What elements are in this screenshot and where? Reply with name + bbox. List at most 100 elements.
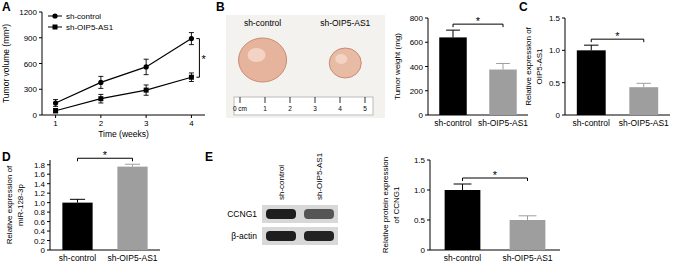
- bar: [117, 167, 147, 250]
- y-tick-label: 1.0: [414, 186, 426, 195]
- ruler-tick: [340, 97, 341, 103]
- y-tick-label: 0.8: [34, 208, 46, 217]
- y-tick: [427, 250, 430, 251]
- photo-label: sh-control: [244, 18, 281, 28]
- y-tick-label: 900: [24, 34, 38, 43]
- y-tick: [47, 240, 50, 241]
- ruler-tick: [240, 97, 241, 103]
- y-label: of CCNG1: [392, 186, 401, 223]
- legend-label: sh-control: [66, 12, 101, 21]
- y-tick: [427, 220, 430, 221]
- photo-background: [226, 15, 385, 118]
- y-tick: [562, 115, 565, 116]
- legend: sh-controlsh-OIP5-AS1: [48, 12, 114, 32]
- x-tick-label: sh-control: [573, 118, 610, 128]
- y-tick: [47, 174, 50, 175]
- ruler-label: 5: [363, 105, 367, 112]
- error-bar: [125, 164, 140, 166]
- y-tick: [425, 66, 428, 67]
- annotation: *: [493, 169, 498, 181]
- error-bar: [189, 73, 194, 82]
- y-tick: [427, 190, 430, 191]
- y-tick: [562, 18, 565, 19]
- ruler-label: 0 cm: [233, 105, 247, 112]
- y-tick-label: 1.0: [34, 199, 46, 208]
- bar: [445, 190, 481, 250]
- plot-data: [53, 33, 194, 114]
- blot-band: [304, 209, 334, 219]
- y-tick-label: 0.6: [34, 218, 46, 227]
- x-tick-label: 4: [189, 119, 194, 128]
- y-tick-label: 1.0: [549, 46, 561, 55]
- annotation: *: [103, 149, 108, 161]
- y-tick-label: 600: [410, 38, 424, 47]
- y-tick-label: 1.6: [34, 170, 46, 179]
- lane-label: sh-OIP5-AS1: [315, 152, 324, 200]
- point: [98, 80, 103, 85]
- annotation: *: [615, 30, 620, 42]
- blot-band: [266, 209, 296, 219]
- y-tick: [425, 90, 428, 91]
- y-tick-label: 1200: [19, 8, 37, 17]
- point: [144, 64, 149, 69]
- error-bar: [584, 45, 598, 50]
- error-bar: [189, 33, 194, 45]
- y-tick: [39, 89, 42, 90]
- y-tick-label: 1.5: [549, 14, 561, 23]
- y-label: Relative protein expression: [381, 157, 390, 254]
- y-axis: [565, 18, 566, 115]
- series-line: [56, 77, 192, 110]
- ruler-tick: [290, 97, 291, 103]
- y-tick-label: 0: [419, 111, 424, 120]
- error-bar: [70, 199, 85, 202]
- y-tick-label: 600: [24, 60, 38, 69]
- y-label: Tumor weight (mg): [393, 33, 402, 100]
- y-tick-label: 0: [556, 111, 561, 120]
- ruler-label: 3: [313, 105, 317, 112]
- y-tick: [39, 115, 42, 116]
- y-tick-label: 1.2: [34, 189, 46, 198]
- ruler-label: 2: [288, 105, 292, 112]
- y-axis: [50, 160, 51, 250]
- x-tick: [146, 115, 147, 118]
- blot-band: [266, 231, 296, 241]
- y-tick-label: 0.2: [34, 237, 46, 246]
- x-tick: [55, 115, 56, 118]
- tumor: [329, 48, 361, 78]
- y-tick: [425, 18, 428, 19]
- annotation: *: [201, 53, 206, 65]
- error-bar: [144, 85, 149, 95]
- y-tick: [425, 115, 428, 116]
- y-tick: [425, 42, 428, 43]
- y-tick-label: 0.5: [549, 79, 561, 88]
- plot-data: [439, 30, 517, 115]
- x-tick-label: sh-OIP5-AS1: [619, 118, 669, 128]
- panel-letter: A: [2, 0, 11, 14]
- ruler-tick: [315, 97, 316, 103]
- y-tick: [39, 63, 42, 64]
- panel-C: 00.51.01.5Relative expression ofOIP5-AS1…: [524, 14, 670, 128]
- y-tick: [47, 212, 50, 213]
- figure: A030060090012001234Time (weeks)Tumor vol…: [0, 0, 677, 280]
- y-tick-label: 0.5: [414, 216, 426, 225]
- y-tick: [39, 12, 42, 13]
- point: [53, 100, 58, 105]
- ruler-label: 4: [338, 105, 342, 112]
- panel-D: 00.20.40.60.81.01.21.41.61.8Relative exp…: [5, 149, 160, 263]
- x-tick-label: sh-control: [444, 253, 481, 263]
- y-tick: [562, 50, 565, 51]
- panel-A: 030060090012001234Time (weeks)Tumor volu…: [1, 8, 206, 139]
- y-tick-label: 0.4: [34, 227, 46, 236]
- panel-E: 00.51.01.5Relative protein expressionof …: [381, 156, 560, 263]
- ruler-tick: [265, 97, 266, 103]
- tumor-highlight: [335, 54, 347, 64]
- band-label: β-actin: [231, 231, 257, 241]
- western-blot: sh-controlsh-OIP5-AS1CCNG1β-actin: [227, 152, 338, 245]
- bar: [439, 37, 467, 115]
- error-bar: [144, 59, 149, 74]
- y-tick-label: 0: [33, 111, 38, 120]
- bar: [510, 220, 546, 250]
- blot-strip: [262, 227, 338, 245]
- legend-marker: [53, 25, 58, 30]
- y-tick: [47, 202, 50, 203]
